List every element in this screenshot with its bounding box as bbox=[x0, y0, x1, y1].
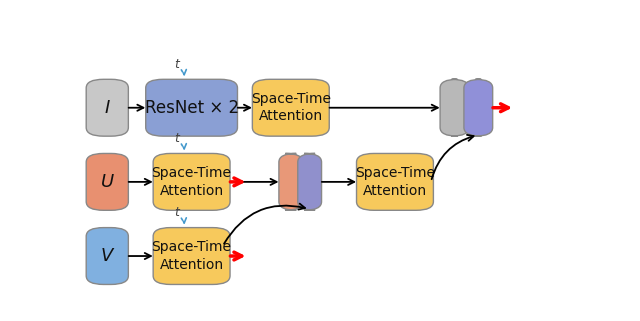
Text: I: I bbox=[105, 99, 110, 117]
FancyBboxPatch shape bbox=[279, 153, 303, 210]
Text: t: t bbox=[174, 206, 179, 219]
Text: Space-Time
Attention: Space-Time Attention bbox=[152, 166, 232, 197]
Text: Space-Time
Attention: Space-Time Attention bbox=[152, 240, 232, 272]
FancyBboxPatch shape bbox=[86, 79, 129, 136]
Text: U: U bbox=[100, 173, 114, 191]
FancyBboxPatch shape bbox=[440, 79, 469, 136]
FancyBboxPatch shape bbox=[153, 153, 230, 210]
FancyBboxPatch shape bbox=[86, 228, 129, 284]
FancyBboxPatch shape bbox=[252, 79, 329, 136]
FancyBboxPatch shape bbox=[464, 79, 493, 136]
FancyBboxPatch shape bbox=[146, 79, 237, 136]
FancyBboxPatch shape bbox=[356, 153, 433, 210]
Text: Space-Time
Attention: Space-Time Attention bbox=[355, 166, 435, 197]
Text: ResNet × 2: ResNet × 2 bbox=[145, 99, 239, 117]
Text: Space-Time
Attention: Space-Time Attention bbox=[251, 92, 331, 123]
FancyBboxPatch shape bbox=[86, 153, 129, 210]
Text: t: t bbox=[174, 58, 179, 71]
Text: V: V bbox=[101, 247, 113, 265]
FancyBboxPatch shape bbox=[298, 153, 321, 210]
Text: t: t bbox=[174, 132, 179, 145]
FancyBboxPatch shape bbox=[153, 228, 230, 284]
